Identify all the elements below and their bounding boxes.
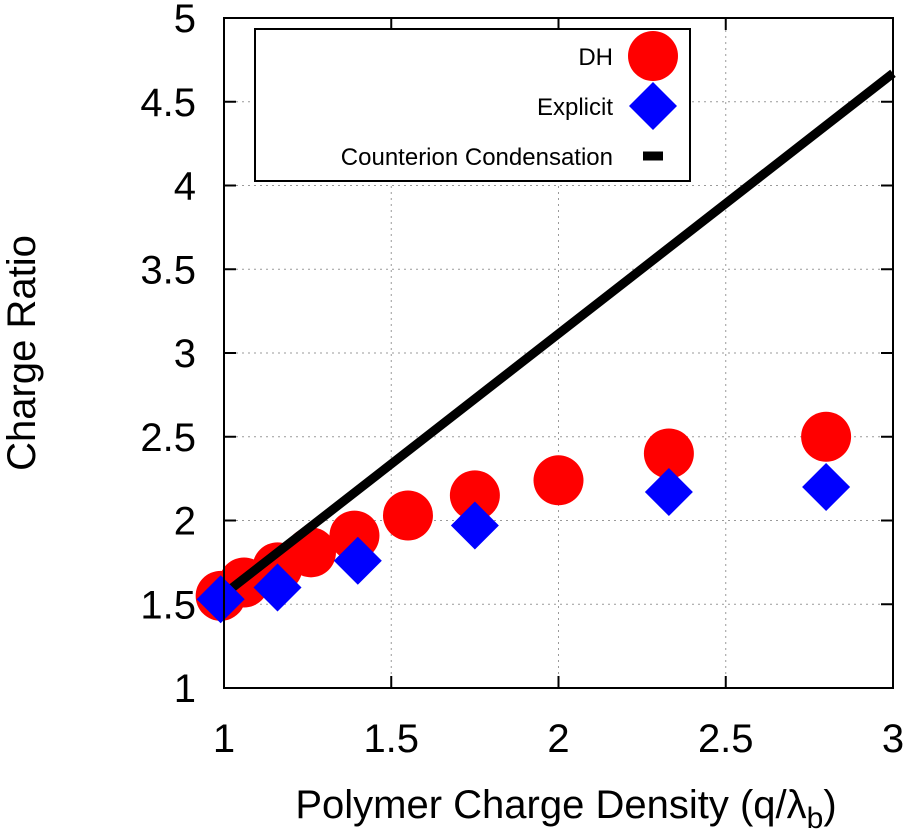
x-axis-title: Polymer Charge Density (q/λb) — [295, 783, 836, 835]
x-tick-label: 1.5 — [363, 717, 419, 761]
y-tick-label: 3.5 — [140, 248, 196, 292]
dh-point — [449, 470, 500, 521]
x-axis-title-close: ) — [823, 783, 836, 827]
x-axis-title-subscript: b — [807, 802, 824, 835]
x-axis-title-symbol: λ — [787, 783, 807, 827]
legend-label: Explicit — [537, 94, 613, 121]
x-tick-label: 1 — [213, 717, 235, 761]
y-tick-label: 4.5 — [140, 81, 196, 125]
y-axis-title: Charge Ratio — [0, 235, 44, 471]
legend: DH Explicit Counterion Condensation — [254, 28, 691, 182]
y-tick-label: 1.5 — [140, 583, 196, 627]
legend-circle-swatch — [628, 31, 678, 81]
x-tick-label: 2.5 — [698, 717, 754, 761]
plot-area-frame — [223, 17, 894, 689]
y-tick-label: 2.5 — [140, 416, 196, 460]
grid-lines — [224, 18, 893, 688]
counterion-condensation-line — [221, 69, 896, 598]
dh-point — [533, 455, 584, 506]
y-tick-label: 1 — [174, 667, 196, 711]
legend-label: DH — [578, 44, 613, 71]
plot-series — [195, 69, 896, 624]
tick-labels: 1 1.5 2 2.5 3 1 1.5 2 2.5 3 3.5 4 4.5 5 — [140, 0, 904, 761]
dh-point — [382, 490, 433, 541]
y-tick-label: 2 — [174, 500, 196, 544]
legend-label: Counterion Condensation — [341, 144, 613, 171]
x-axis-title-main: Polymer Charge Density (q/ — [295, 783, 787, 827]
explicit-point — [802, 463, 851, 511]
dh-point — [801, 411, 852, 462]
explicit-point — [450, 501, 499, 550]
y-tick-label: 4 — [174, 165, 196, 209]
dh-point — [643, 428, 694, 479]
legend-box — [254, 28, 691, 182]
x-tick-label: 3 — [882, 717, 904, 761]
explicit-point — [196, 575, 245, 624]
explicit-point — [333, 536, 382, 585]
legend-diamond-swatch — [629, 82, 677, 130]
explicit-point — [644, 468, 693, 517]
x-tick-label: 2 — [547, 717, 569, 761]
y-tick-label: 3 — [174, 332, 196, 376]
legend-items: DH Explicit Counterion Condensation — [341, 31, 678, 171]
y-tick-label: 5 — [174, 0, 196, 41]
explicit-point — [253, 563, 302, 612]
